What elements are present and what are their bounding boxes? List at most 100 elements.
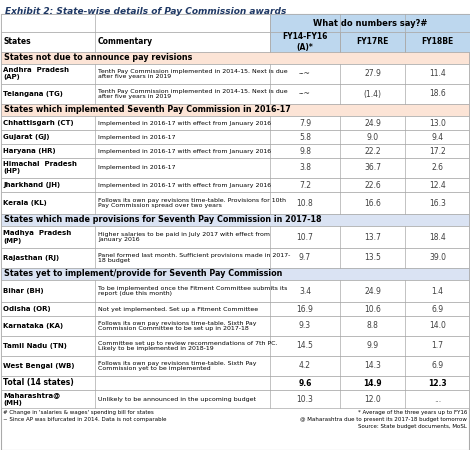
Text: Implemented in 2016-17 with effect from January 2016: Implemented in 2016-17 with effect from … (98, 183, 271, 188)
Bar (340, 32, 405, 52)
Bar (1, 116, 469, 130)
Text: Implemented in 2016-17: Implemented in 2016-17 (98, 166, 175, 171)
Text: 4.2: 4.2 (299, 361, 311, 370)
Bar (1, 52, 469, 64)
Text: 7.9: 7.9 (299, 118, 311, 127)
Text: Tamil Nadu (TN): Tamil Nadu (TN) (3, 343, 67, 349)
Text: Unlikely to be announced in the upcoming budget: Unlikely to be announced in the upcoming… (98, 396, 256, 401)
Text: # Change in 'salaries & wages' spending bill for states: # Change in 'salaries & wages' spending … (3, 410, 154, 415)
Text: Tenth Pay Commission implemented in 2014-15. Next is due
after five years in 201: Tenth Pay Commission implemented in 2014… (98, 89, 288, 99)
Text: 14.3: 14.3 (364, 361, 381, 370)
Bar (1, 390, 469, 408)
Text: 36.7: 36.7 (364, 163, 381, 172)
Text: 14.0: 14.0 (429, 321, 446, 330)
Text: ...: ... (434, 395, 441, 404)
Bar (1, 144, 469, 158)
Text: Telangana (TG): Telangana (TG) (3, 91, 63, 97)
Text: States which made provisions for Seventh Pay Commission in 2017-18: States which made provisions for Seventh… (4, 216, 321, 225)
Bar (1, 84, 469, 104)
Text: 9.3: 9.3 (299, 321, 311, 330)
Text: 27.9: 27.9 (364, 69, 381, 78)
Text: States which implemented Seventh Pay Commission in 2016-17: States which implemented Seventh Pay Com… (4, 105, 291, 114)
Text: 18.4: 18.4 (429, 233, 446, 242)
Text: Committee set up to review recommendations of 7th PC.
Likely to be implemented i: Committee set up to review recommendatio… (98, 341, 277, 351)
Text: 14.9: 14.9 (363, 378, 382, 387)
Text: ~ Since AP was bifurcated in 2014. Data is not comparable: ~ Since AP was bifurcated in 2014. Data … (3, 417, 166, 422)
Text: 10.6: 10.6 (364, 305, 381, 314)
Text: Follows its own pay revisions time-table. Sixth Pay
Commission yet to be impleme: Follows its own pay revisions time-table… (98, 360, 257, 371)
Text: --~: --~ (299, 90, 311, 99)
Bar (1, 376, 469, 390)
Text: Haryana (HR): Haryana (HR) (3, 148, 55, 154)
Text: 9.4: 9.4 (431, 132, 444, 141)
Text: 13.7: 13.7 (364, 233, 381, 242)
Text: Total (14 states): Total (14 states) (3, 378, 74, 387)
Text: Implemented in 2016-17 with effect from January 2016: Implemented in 2016-17 with effect from … (98, 121, 271, 126)
Bar (1, 248, 469, 268)
Text: 6.9: 6.9 (431, 361, 444, 370)
Text: 2.6: 2.6 (431, 163, 444, 172)
Text: 9.9: 9.9 (367, 342, 378, 351)
Bar (1, 268, 469, 280)
Text: 12.0: 12.0 (364, 395, 381, 404)
Bar (1, 226, 469, 248)
Text: Andhra  Pradesh
(AP): Andhra Pradesh (AP) (3, 68, 69, 81)
Bar (1, 64, 469, 84)
Text: Not yet implemented. Set up a Fitment Committee: Not yet implemented. Set up a Fitment Co… (98, 306, 258, 311)
Text: 16.6: 16.6 (364, 198, 381, 207)
Text: Gujarat (GJ): Gujarat (GJ) (3, 134, 49, 140)
Text: (1.4): (1.4) (363, 90, 382, 99)
Bar (1, 302, 469, 316)
Text: --~: --~ (299, 69, 311, 78)
Text: 16.9: 16.9 (297, 305, 313, 314)
Text: 9.7: 9.7 (299, 253, 311, 262)
Text: 39.0: 39.0 (429, 253, 446, 262)
Bar (270, 14, 470, 32)
Text: 5.8: 5.8 (299, 132, 311, 141)
Text: 24.9: 24.9 (364, 118, 381, 127)
Text: 9.8: 9.8 (299, 147, 311, 156)
Text: 3.4: 3.4 (299, 287, 311, 296)
Text: Madhya  Pradesh
(MP): Madhya Pradesh (MP) (3, 230, 71, 243)
Bar (1, 192, 469, 214)
Text: To be implemented once the Fitment Committee submits its
report (due this month): To be implemented once the Fitment Commi… (98, 286, 287, 297)
Text: 3.8: 3.8 (299, 163, 311, 172)
Text: Odisha (OR): Odisha (OR) (3, 306, 51, 312)
Text: West Bengal (WB): West Bengal (WB) (3, 363, 75, 369)
Bar (1, 130, 469, 144)
Text: 22.6: 22.6 (364, 180, 381, 189)
Text: FY17RE: FY17RE (356, 37, 389, 46)
Text: Implemented in 2016-17 with effect from January 2016: Implemented in 2016-17 with effect from … (98, 148, 271, 153)
Text: 11.4: 11.4 (429, 69, 446, 78)
Text: 1.7: 1.7 (431, 342, 444, 351)
Text: Chhattisgarh (CT): Chhattisgarh (CT) (3, 120, 74, 126)
Text: Commentary: Commentary (98, 37, 153, 46)
Text: 1.4: 1.4 (431, 287, 444, 296)
Text: Jharkhand (JH): Jharkhand (JH) (3, 182, 60, 188)
Text: Karnataka (KA): Karnataka (KA) (3, 323, 63, 329)
Text: 12.4: 12.4 (429, 180, 446, 189)
Bar (1, 280, 469, 302)
Text: Kerala (KL): Kerala (KL) (3, 200, 47, 206)
Bar (1, 104, 469, 116)
Bar (1, 14, 469, 32)
Text: 14.5: 14.5 (297, 342, 313, 351)
Text: 24.9: 24.9 (364, 287, 381, 296)
Bar (1, 316, 469, 336)
Bar (1, 158, 469, 178)
Bar (1, 32, 469, 52)
Text: FY18BE: FY18BE (422, 37, 454, 46)
Text: 10.3: 10.3 (297, 395, 313, 404)
Text: 10.7: 10.7 (297, 233, 313, 242)
Text: Maharashtra@
(MH): Maharashtra@ (MH) (3, 392, 60, 405)
Text: 18.6: 18.6 (429, 90, 446, 99)
Text: 12.3: 12.3 (428, 378, 447, 387)
Text: States: States (3, 37, 31, 46)
Text: 8.8: 8.8 (367, 321, 378, 330)
Text: FY14-FY16
(A)*: FY14-FY16 (A)* (282, 32, 328, 52)
Text: 17.2: 17.2 (429, 147, 446, 156)
Text: @ Maharashtra due to present its 2017-18 budget tomorrow: @ Maharashtra due to present its 2017-18… (300, 417, 467, 422)
Bar (405, 32, 470, 52)
Text: Bihar (BH): Bihar (BH) (3, 288, 44, 294)
Text: 16.3: 16.3 (429, 198, 446, 207)
